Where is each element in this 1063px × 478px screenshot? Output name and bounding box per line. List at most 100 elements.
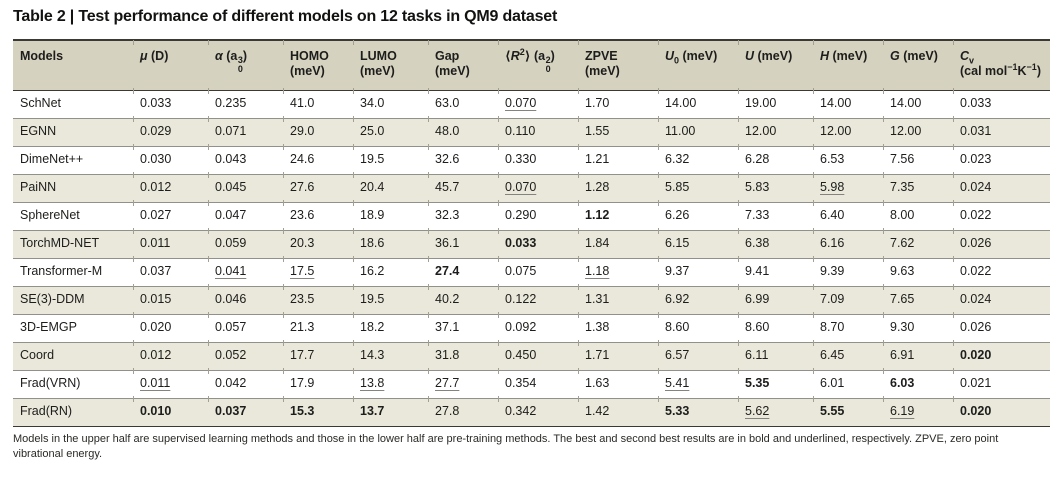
header-line: (meV) [435, 64, 494, 79]
value-cell: 0.059 [207, 228, 283, 258]
cell-value: 15.3 [290, 404, 315, 419]
value-cell: 23.5 [282, 284, 353, 314]
value-cell: 6.40 [812, 200, 883, 230]
value-cell: 0.450 [497, 340, 578, 370]
cell-value: 34.0 [360, 96, 385, 111]
value-cell: 0.235 [207, 87, 283, 118]
column-header: HOMO (meV) [282, 39, 353, 91]
cell-value: 1.38 [585, 320, 610, 335]
cell-value: 8.70 [820, 320, 845, 335]
cell-value: 9.39 [820, 264, 845, 279]
cell-value: 8.60 [745, 320, 770, 335]
cell-value: 32.3 [435, 208, 460, 223]
header-text: a [230, 49, 238, 63]
header-text: HOMO [290, 49, 329, 63]
value-cell: 6.28 [737, 144, 813, 174]
cell-value: 0.033 [140, 96, 172, 111]
cell-value: 0.059 [215, 236, 247, 251]
column-header: μ (D) [132, 39, 208, 91]
cell-value: 25.0 [360, 124, 385, 139]
value-cell: 1.55 [577, 116, 658, 146]
cell-value: 7.35 [890, 180, 915, 195]
header-text: LUMO [360, 49, 397, 63]
model-name-cell: SphereNet [13, 201, 133, 230]
cell-value: 0.046 [215, 292, 247, 307]
subscript: 0 [674, 55, 680, 66]
value-cell: 1.70 [577, 87, 658, 118]
column-header: G (meV) [882, 39, 953, 91]
cell-value: 18.6 [360, 236, 385, 251]
value-cell: 0.015 [132, 284, 208, 314]
cell-value: 0.010 [140, 404, 172, 419]
cell-value: 0.024 [960, 180, 992, 195]
cell-value: 0.045 [215, 180, 247, 195]
value-cell: 20.3 [282, 228, 353, 258]
header-text: C [960, 49, 970, 63]
header-line: ⟨R2⟩ (a 2 0) [505, 47, 574, 73]
value-cell: 11.00 [657, 116, 738, 146]
model-name-cell: DimeNet++ [13, 145, 133, 174]
cell-value: 0.015 [140, 292, 172, 307]
header-line: Cv [960, 49, 1046, 65]
value-cell: 25.0 [352, 116, 428, 146]
cell-value: 17.5 [290, 264, 315, 279]
value-cell: 0.071 [207, 116, 283, 146]
model-name-cell: PaiNN [13, 173, 133, 202]
header-text: ZPVE [585, 49, 618, 63]
value-cell: 0.033 [132, 87, 208, 118]
value-cell: 7.33 [737, 200, 813, 230]
value-cell: 6.01 [812, 368, 883, 398]
value-cell: 0.092 [497, 312, 578, 342]
header-text: U [745, 49, 755, 63]
cell-value: 12.00 [890, 124, 922, 139]
cell-value: 14.3 [360, 348, 385, 363]
table-footnote: Models in the upper half are supervised … [13, 432, 999, 461]
value-cell: 0.030 [132, 144, 208, 174]
cell-value: 0.024 [960, 292, 992, 307]
value-cell: 0.033 [497, 228, 578, 258]
table-row: EGNN 0.029 0.071 29.0 25.0 48.0 0.110 1.55 11.00… [13, 116, 1050, 146]
value-cell: 32.3 [427, 200, 498, 230]
cell-value: 18.2 [360, 320, 385, 335]
superscript: −1 [1026, 62, 1037, 73]
cell-value: 17.9 [290, 376, 315, 391]
value-cell: 36.1 [427, 228, 498, 258]
cell-value: 40.2 [435, 292, 460, 307]
value-cell: 34.0 [352, 87, 428, 118]
value-cell: 7.65 [882, 284, 953, 314]
value-cell: 0.057 [207, 312, 283, 342]
cell-value: 1.12 [585, 208, 610, 223]
value-cell: 0.070 [497, 87, 578, 118]
value-cell: 1.63 [577, 368, 658, 398]
cell-value: 0.052 [215, 348, 247, 363]
header-text: a [538, 49, 546, 63]
value-cell: 13.7 [352, 396, 428, 427]
value-cell: 27.6 [282, 172, 353, 202]
paper-table-figure: Table 2 | Test performance of different … [13, 8, 1050, 461]
value-cell: 0.043 [207, 144, 283, 174]
cell-value: 1.21 [585, 152, 610, 167]
cell-value: 0.011 [140, 376, 171, 391]
cell-value: 6.92 [665, 292, 690, 307]
header-text: μ [140, 49, 148, 63]
header-line: ZPVE [585, 49, 654, 64]
cell-value: 29.0 [290, 124, 315, 139]
cell-value: 5.55 [820, 404, 845, 419]
cell-value: 0.020 [960, 348, 992, 363]
value-cell: 6.99 [737, 284, 813, 314]
cell-value: 0.110 [505, 124, 536, 139]
value-cell: 45.7 [427, 172, 498, 202]
header-text: α [215, 49, 223, 63]
header-line: μ (D) [140, 49, 204, 64]
value-cell: 14.3 [352, 340, 428, 370]
value-cell: 63.0 [427, 87, 498, 118]
value-cell: 0.052 [207, 340, 283, 370]
value-cell: 0.075 [497, 256, 578, 286]
value-cell: 0.026 [952, 228, 1050, 258]
value-cell: 0.012 [132, 172, 208, 202]
superscript: −1 [1007, 62, 1018, 73]
value-cell: 5.33 [657, 396, 738, 427]
header-text: ⟩ ( [524, 49, 539, 63]
value-cell: 0.024 [952, 172, 1050, 202]
cell-value: 24.6 [290, 152, 315, 167]
